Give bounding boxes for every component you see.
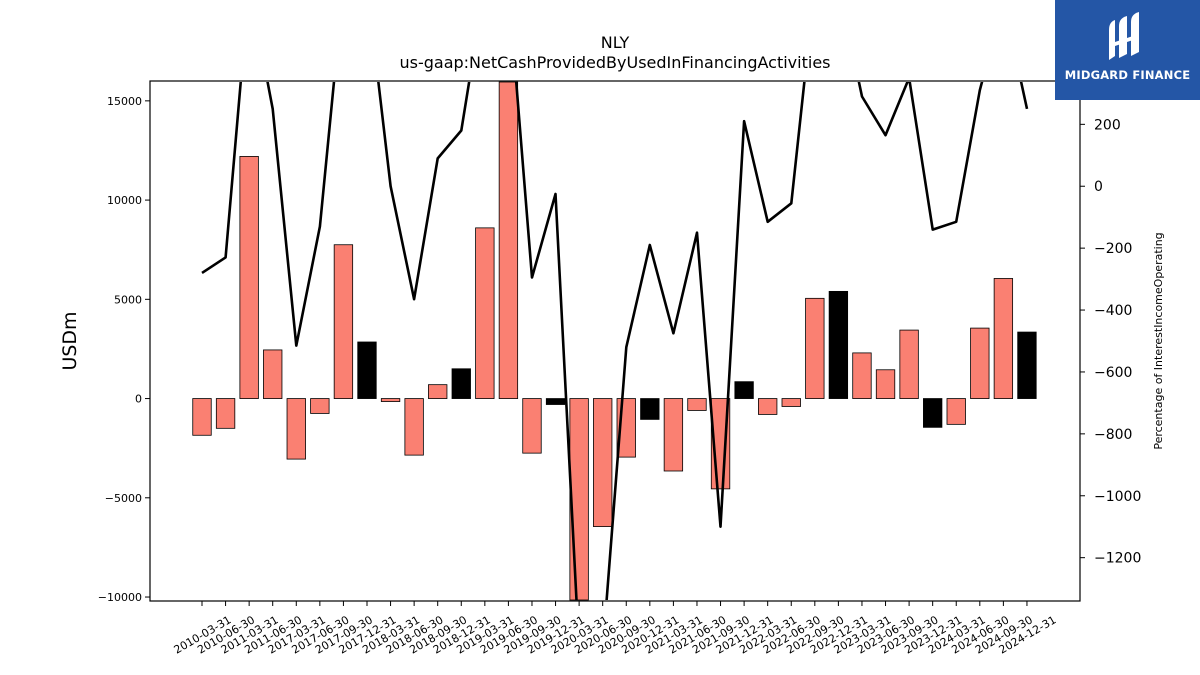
series-line bbox=[201, 82, 1029, 600]
y2-tick-label: −200 bbox=[1094, 241, 1132, 257]
bar-2011-06-30 bbox=[263, 349, 283, 399]
bar-2024-12-31 bbox=[1017, 331, 1037, 399]
y-tick-label: 15000 bbox=[107, 95, 142, 108]
y2-tick-label: −1200 bbox=[1094, 551, 1141, 567]
bar-2021-03-31 bbox=[663, 398, 684, 472]
y2-tick-label: −1000 bbox=[1094, 489, 1141, 505]
y2-tick-label: −800 bbox=[1094, 427, 1132, 443]
y2-axis-label: Percentage of InterestIncomeOperating bbox=[1152, 232, 1165, 449]
bar-2022-06-30 bbox=[781, 398, 801, 407]
brand-name: MIDGARD FINANCE bbox=[1064, 68, 1191, 82]
y2-tick-label: 0 bbox=[1094, 179, 1103, 195]
y-tick-label: 5000 bbox=[114, 293, 142, 306]
bar-2010-06-30 bbox=[215, 398, 236, 429]
y-tick-label: −5000 bbox=[105, 492, 142, 505]
y2-axis: −1200 −1000 −800 −600 −400 −200 0 200 bbox=[1080, 117, 1141, 567]
bar-2024-06-30 bbox=[970, 327, 990, 399]
y2-tick-label: −400 bbox=[1094, 303, 1132, 319]
x-axis: 2010-03-312010-06-302011-03-312011-06-30… bbox=[172, 601, 1059, 657]
bar-2020-06-30 bbox=[593, 398, 613, 527]
bar-2011-03-31 bbox=[239, 156, 259, 399]
bar-2018-09-30 bbox=[428, 384, 448, 399]
chart-subtitle: us-gaap:NetCashProvidedByUsedInFinancing… bbox=[399, 53, 830, 72]
bar-2020-03-31 bbox=[569, 398, 589, 601]
bar-2017-09-30 bbox=[333, 244, 354, 399]
bar-2017-12-31 bbox=[357, 341, 377, 399]
bar-2020-12-31 bbox=[640, 398, 660, 420]
bar-2017-06-30 bbox=[310, 398, 330, 414]
bar-2019-12-31 bbox=[545, 398, 566, 405]
y-tick-label: 0 bbox=[135, 393, 142, 406]
bar-2021-12-31 bbox=[734, 381, 754, 399]
bar-2018-03-31 bbox=[380, 398, 401, 402]
y2-tick-label: −600 bbox=[1094, 365, 1132, 381]
bar-2019-09-30 bbox=[522, 398, 542, 454]
bars-layer bbox=[192, 81, 1037, 601]
midgard-logo-icon bbox=[1109, 12, 1139, 60]
bar-2024-09-30 bbox=[993, 278, 1014, 399]
y-tick-label: 10000 bbox=[107, 194, 142, 207]
y-axis: −10000 −5000 0 5000 10000 15000 bbox=[98, 95, 150, 604]
bar-2022-03-31 bbox=[758, 398, 778, 415]
bar-2017-03-31 bbox=[286, 398, 306, 460]
brand-logo: MIDGARD FINANCE bbox=[1055, 0, 1200, 100]
bar-2023-09-30 bbox=[899, 329, 919, 399]
bar-2019-06-30 bbox=[498, 81, 519, 399]
bar-2023-03-31 bbox=[852, 352, 872, 399]
bar-2019-03-31 bbox=[475, 227, 495, 399]
bar-2018-06-30 bbox=[404, 398, 424, 456]
bar-2021-06-30 bbox=[687, 398, 707, 411]
bar-2010-03-31 bbox=[192, 398, 212, 436]
y-tick-label: −10000 bbox=[98, 591, 142, 604]
bar-2023-06-30 bbox=[875, 369, 896, 399]
y2-tick-label: 200 bbox=[1094, 117, 1121, 133]
bar-2023-12-31 bbox=[923, 398, 943, 428]
chart-title: NLY bbox=[601, 33, 630, 52]
bar-2018-12-31 bbox=[451, 368, 471, 399]
y-axis-label: USDm bbox=[59, 311, 81, 370]
bar-2024-03-31 bbox=[946, 398, 966, 425]
plot-frame bbox=[149, 80, 1081, 602]
bar-2022-09-30 bbox=[805, 297, 825, 399]
bar-2022-12-31 bbox=[828, 290, 849, 399]
line-layer bbox=[201, 82, 1029, 600]
